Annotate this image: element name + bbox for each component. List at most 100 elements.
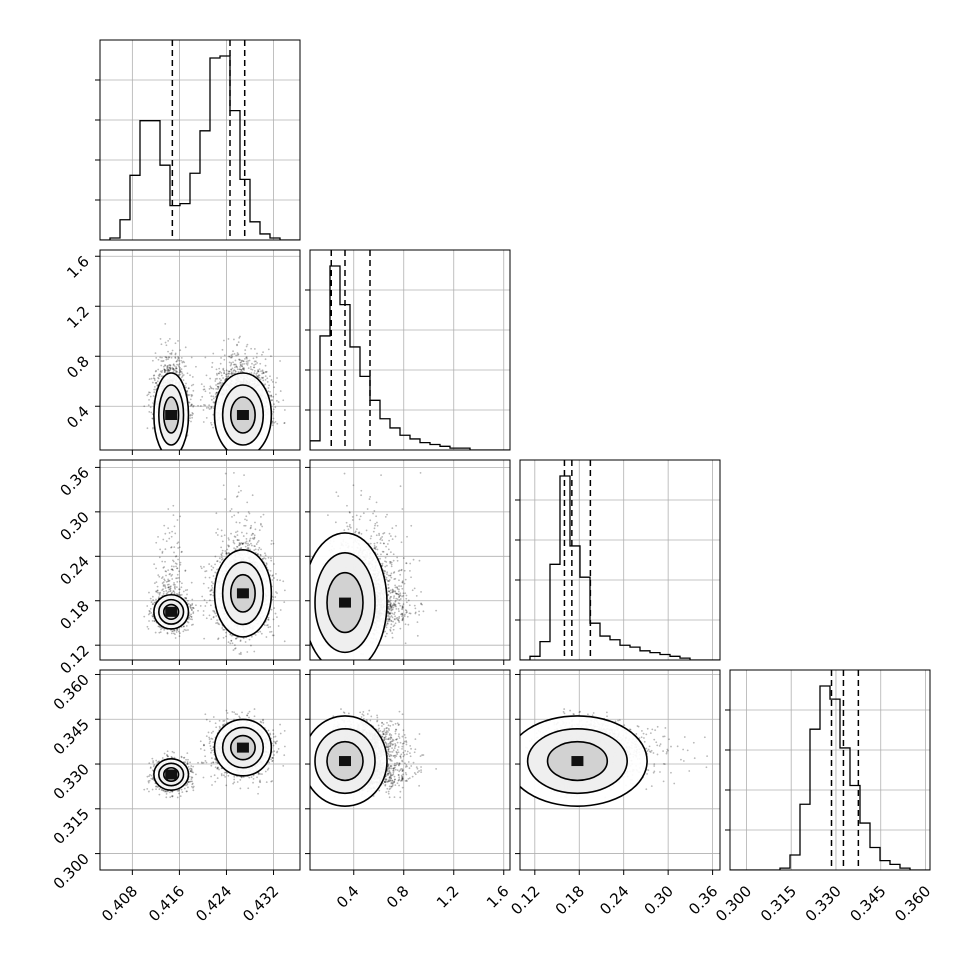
histogram-step-1 xyxy=(310,265,510,450)
sample-point xyxy=(190,356,193,359)
hist-panel-0 xyxy=(95,39,301,241)
sample-point xyxy=(190,393,193,396)
sample-point xyxy=(230,368,233,371)
sample-point xyxy=(174,369,177,372)
sample-point xyxy=(232,369,235,372)
sample-point xyxy=(151,359,154,362)
sample-point xyxy=(190,616,193,618)
sample-point xyxy=(253,360,256,363)
sample-point xyxy=(208,404,211,407)
sample-point xyxy=(169,588,172,591)
sample-point xyxy=(169,364,172,367)
sample-point xyxy=(228,370,231,373)
sample-point xyxy=(177,356,180,359)
sample-point xyxy=(231,355,234,358)
sample-point xyxy=(179,580,181,583)
sample-point xyxy=(180,376,183,379)
sample-point xyxy=(202,614,205,617)
sample-point xyxy=(167,569,170,572)
sample-point xyxy=(179,366,181,369)
sample-point xyxy=(253,536,256,539)
sample-point xyxy=(217,386,220,388)
sample-point xyxy=(253,372,256,374)
sample-point xyxy=(164,364,167,367)
sample-point xyxy=(240,370,243,373)
sample-point xyxy=(177,357,180,360)
sample-point xyxy=(221,552,224,554)
sample-point xyxy=(191,414,194,417)
sample-point xyxy=(246,343,249,346)
sample-point xyxy=(261,370,264,373)
sample-point xyxy=(147,393,150,396)
sample-point xyxy=(212,387,215,390)
sample-point xyxy=(164,364,166,366)
sample-point xyxy=(203,388,206,391)
sample-point xyxy=(229,633,232,636)
sample-point xyxy=(250,368,252,370)
sample-point xyxy=(162,365,165,368)
sample-point xyxy=(152,377,155,379)
sample-point xyxy=(152,395,155,397)
sample-point xyxy=(260,370,262,373)
sample-point xyxy=(282,399,285,402)
sample-point xyxy=(175,367,178,370)
panel-content xyxy=(143,322,286,450)
sample-point xyxy=(227,338,230,340)
sample-point xyxy=(174,585,176,588)
sample-point xyxy=(262,351,264,354)
sample-point xyxy=(225,373,227,376)
sample-point xyxy=(157,368,160,371)
sample-point xyxy=(148,620,150,622)
sample-point xyxy=(275,591,277,593)
sample-point xyxy=(157,535,159,538)
sample-point xyxy=(259,554,262,557)
sample-point xyxy=(234,369,237,372)
sample-point xyxy=(187,387,190,390)
sample-point xyxy=(211,589,213,592)
sample-point xyxy=(228,361,231,364)
sample-point xyxy=(261,558,264,561)
panel-frame xyxy=(519,459,721,661)
sample-point xyxy=(227,551,230,554)
sample-point xyxy=(173,590,175,593)
sample-point xyxy=(240,360,243,362)
sample-point xyxy=(241,359,243,362)
sample-point xyxy=(231,642,234,645)
sample-point xyxy=(251,532,254,535)
sample-point xyxy=(245,356,248,359)
sample-point xyxy=(246,501,249,504)
panel-frame xyxy=(99,249,301,451)
sample-point xyxy=(155,591,158,593)
sample-point xyxy=(226,548,229,551)
sample-point xyxy=(266,377,269,380)
sample-point xyxy=(210,421,212,424)
sample-point xyxy=(264,358,267,361)
sample-point xyxy=(175,555,178,557)
sample-point xyxy=(239,370,242,373)
sample-point xyxy=(148,399,150,401)
sample-point xyxy=(189,417,192,420)
sample-point xyxy=(257,370,260,373)
sample-point xyxy=(168,337,171,340)
sample-point xyxy=(205,407,208,409)
sample-point xyxy=(236,539,239,542)
sample-point xyxy=(208,563,211,565)
sample-point xyxy=(241,365,244,368)
sample-point xyxy=(175,370,178,373)
sample-point xyxy=(173,592,176,594)
sample-point xyxy=(174,353,177,356)
sample-point xyxy=(258,529,261,532)
sample-point xyxy=(204,404,207,407)
sample-point xyxy=(270,395,273,398)
sample-point xyxy=(172,367,175,370)
sample-point xyxy=(178,368,181,371)
sample-point xyxy=(192,611,195,613)
sample-point xyxy=(234,548,237,551)
sample-point xyxy=(195,365,197,368)
sample-point xyxy=(147,627,150,630)
sample-point xyxy=(214,571,217,574)
sample-point xyxy=(262,372,265,374)
sample-point xyxy=(169,366,171,369)
sample-point xyxy=(249,526,252,529)
sample-point xyxy=(238,337,241,339)
